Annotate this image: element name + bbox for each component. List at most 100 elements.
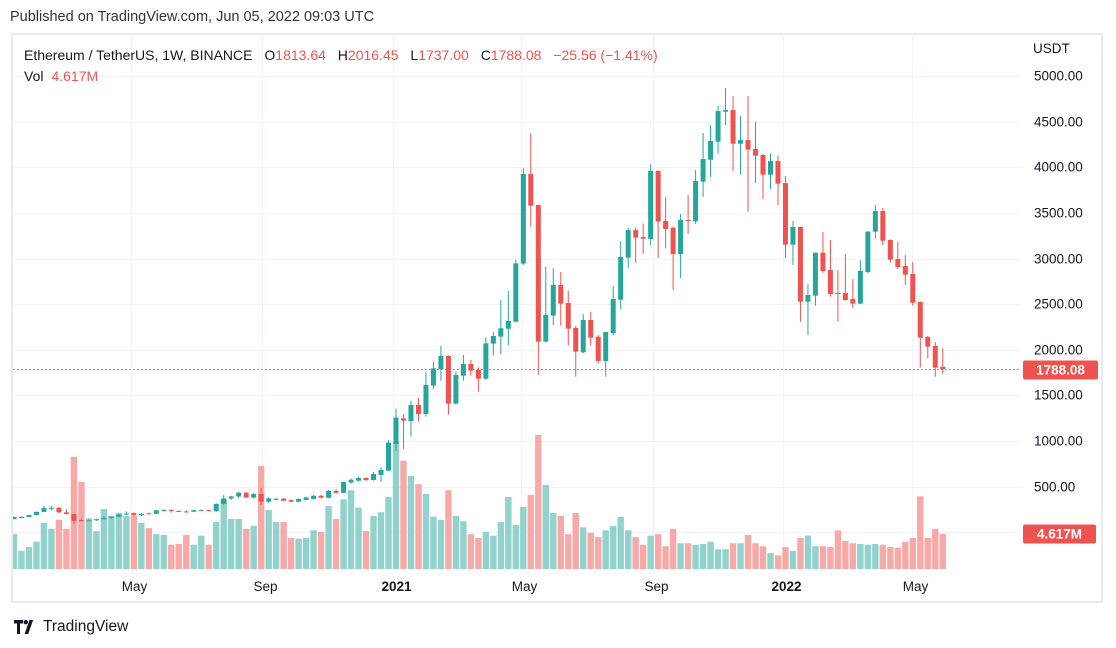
tradingview-brand[interactable]: TradingView [43,618,129,635]
volume-bar [759,546,767,569]
volume-bar [108,515,115,569]
candle-body [760,155,766,175]
candle [116,514,122,518]
volume-bar [752,543,759,569]
candle [423,371,429,417]
volume-bar [325,506,332,569]
volume-bar [287,537,295,569]
volume-bar [407,475,415,569]
candle [48,506,54,511]
candle [430,361,436,390]
candle-body [228,496,234,499]
candle-body [266,498,272,502]
candle-body [872,211,878,232]
candle-body [940,366,946,370]
candle [378,467,384,483]
candle [618,240,624,310]
candle [63,509,69,515]
candle [775,155,781,206]
volume-bar [767,553,774,569]
candle-body [925,336,931,347]
candle-body [633,230,639,238]
low-label: L [410,47,419,63]
candle [730,95,736,171]
candle-body [161,509,167,511]
volume-bar [33,541,40,569]
candle-body [580,320,586,353]
volume-bar [452,515,460,569]
candle-body [288,500,294,502]
volume-bar [917,496,924,569]
candle-body [625,230,631,258]
volume-bar [190,544,197,569]
candle-body [857,271,863,304]
change-value: −25.56 (−1.41%) [553,47,658,63]
volume-bar [497,522,505,569]
candle-body [543,314,549,342]
candle-body [430,368,436,386]
candle-body [797,227,803,302]
volume-bar [580,527,587,569]
price-tick-label: 1500.00 [1034,387,1083,403]
candle-body [296,498,302,502]
candle-body [738,140,744,144]
candle-body [378,470,384,475]
candle [887,239,893,263]
volume-bar [347,490,355,569]
candle-body [153,510,159,514]
tradingview-logo-icon [14,620,34,634]
candle-body [775,161,781,184]
volume-bar [804,535,812,569]
candle [693,169,699,225]
volume-bar [100,509,108,569]
volume-bar [669,528,677,569]
symbol-title[interactable]: Ethereum / TetherUS, 1W, BINANCE [24,47,253,63]
candle [258,487,264,505]
candle [408,400,414,437]
candle [872,205,878,239]
volume-bar [370,515,377,569]
volume-bar [205,544,212,569]
candle [168,509,174,513]
volume-bar [819,546,827,569]
candle-body [648,170,654,239]
volume-bar [115,512,123,569]
candle [460,354,466,381]
volume-bar [722,549,729,569]
low-value: 1737.00 [418,47,469,63]
volume-series [13,434,946,569]
candle-body [93,519,99,521]
candle [760,154,766,200]
volume-bar [467,534,475,569]
volume-bar [130,515,138,569]
candle [648,163,654,245]
price-tick-label: 3000.00 [1034,251,1083,266]
candle-body [356,477,362,481]
candle [18,516,24,519]
candle [56,506,62,514]
candle [715,106,721,154]
volume-bar [340,499,347,569]
volume-bar [355,507,362,569]
candle-body [445,355,451,404]
volume-bar [707,541,714,569]
candle-body [468,363,474,371]
candle [850,279,856,309]
volume-bar [782,547,789,569]
volume-bar [400,460,407,569]
candle-body [520,174,526,264]
candle [902,255,908,285]
volume-bar [512,525,520,569]
volume-bar [714,549,722,569]
volume-bar [168,544,175,569]
volume-bar [48,528,55,569]
volume-bar [220,499,227,569]
volume-bar [55,519,63,569]
candle [161,509,167,512]
price-tick-label: 500.00 [1034,479,1076,495]
grid [13,36,1021,572]
candle [655,169,661,259]
candle-body [573,328,579,352]
candle-body [932,346,938,368]
